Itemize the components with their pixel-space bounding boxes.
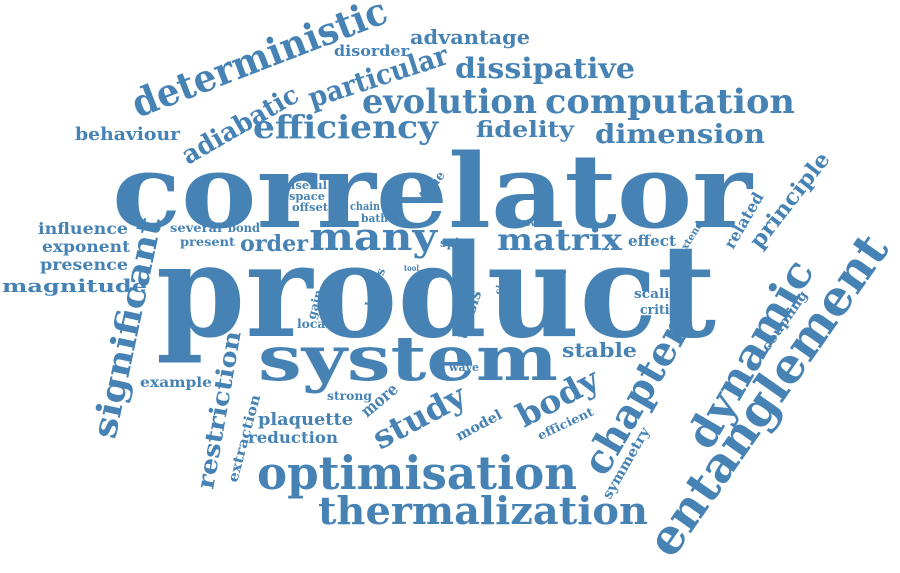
word-several: several: [170, 221, 222, 235]
word-tool: tool: [404, 263, 419, 273]
word-many: many: [309, 214, 438, 259]
word-influence: influence: [38, 219, 128, 238]
word-present: present: [180, 235, 235, 249]
word-plaquette: plaquette: [258, 410, 353, 430]
word-optimisation: optimisation: [257, 446, 577, 500]
word-wave: wave: [448, 361, 479, 374]
word-scaling: scaling: [634, 287, 689, 302]
word-chain: chain: [350, 200, 380, 213]
word-bath: bath: [361, 212, 388, 225]
word-show: show: [513, 219, 538, 229]
word-fidelity: fidelity: [476, 117, 575, 143]
word-matrix: matrix: [497, 223, 623, 258]
word-local: local: [297, 317, 330, 331]
word-correlator: correlator: [112, 132, 753, 252]
word-useful: useful: [287, 179, 327, 192]
word-exponent: exponent: [42, 237, 131, 256]
word-offset: offset: [292, 201, 329, 214]
word-space: space: [289, 190, 325, 203]
word-computation: computation: [545, 82, 795, 122]
word-spin: spin: [440, 236, 468, 250]
word-presence: presence: [40, 255, 128, 274]
word-dimension: dimension: [595, 120, 765, 150]
word-bond: bond: [228, 221, 261, 235]
word-thermalization: thermalization: [318, 488, 648, 533]
word-example: example: [140, 375, 212, 391]
word-efficiency: efficiency: [253, 108, 440, 146]
word-dissipative: dissipative: [455, 52, 635, 85]
word-behaviour: behaviour: [75, 124, 181, 145]
word-product: product: [156, 217, 716, 367]
word-effect: effect: [628, 232, 676, 250]
word-advantage: advantage: [410, 25, 530, 49]
word-system: system: [258, 322, 558, 395]
word-evolution: evolution: [362, 82, 537, 122]
word-disorder: disorder: [334, 42, 410, 60]
word-critical: critical: [640, 303, 690, 318]
word-strong: strong: [327, 389, 373, 403]
word-magnitude: magnitude: [2, 276, 147, 297]
word-reduction: reduction: [248, 428, 338, 447]
word-stable: stable: [562, 338, 637, 362]
word-order: order: [240, 231, 308, 257]
